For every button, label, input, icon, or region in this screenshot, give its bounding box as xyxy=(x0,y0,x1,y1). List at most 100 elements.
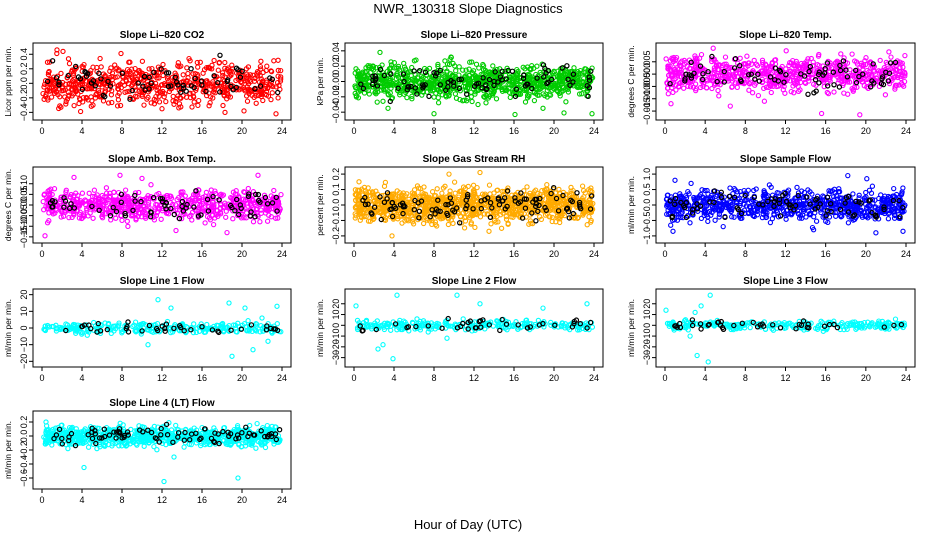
data-point xyxy=(58,70,64,77)
data-point xyxy=(191,99,197,105)
data-points xyxy=(40,172,284,239)
data-point xyxy=(722,54,729,60)
reference-point xyxy=(79,86,86,93)
reference-point xyxy=(228,83,234,90)
data-point xyxy=(435,100,442,106)
data-point xyxy=(783,66,789,72)
x-tick-label: 12 xyxy=(469,126,479,136)
data-point xyxy=(375,89,381,95)
reference-point xyxy=(158,66,164,72)
reference-point xyxy=(178,89,184,95)
data-point xyxy=(174,96,180,102)
reference-point xyxy=(199,82,205,88)
outlier-point xyxy=(241,108,247,114)
data-point xyxy=(44,59,51,65)
x-tick-label: 20 xyxy=(237,126,247,136)
reference-point xyxy=(203,88,209,95)
data-point xyxy=(114,65,120,71)
panel-title: Slope Gas Stream RH xyxy=(423,154,526,165)
data-point xyxy=(490,63,496,69)
data-point xyxy=(47,59,53,65)
reference-point xyxy=(83,69,89,76)
data-point xyxy=(102,88,108,94)
data-point xyxy=(469,59,475,65)
reference-point xyxy=(148,80,154,87)
data-point xyxy=(403,66,409,72)
reference-point xyxy=(252,86,258,92)
data-point xyxy=(56,105,62,112)
data-point xyxy=(206,103,212,109)
data-point xyxy=(169,74,176,81)
data-point xyxy=(219,70,226,76)
x-tick-label: 4 xyxy=(391,249,396,259)
x-tick-label: 0 xyxy=(39,249,44,259)
data-point xyxy=(116,82,122,88)
data-point xyxy=(665,91,671,97)
reference-point xyxy=(217,89,223,95)
data-point xyxy=(254,86,260,92)
data-point xyxy=(813,218,820,224)
data-point xyxy=(244,98,251,104)
reference-point xyxy=(92,83,99,89)
data-point xyxy=(737,55,743,61)
outlier-point xyxy=(727,103,733,109)
data-point xyxy=(409,93,415,99)
data-point xyxy=(79,190,86,196)
x-tick-label: 4 xyxy=(703,126,708,136)
data-point xyxy=(264,218,271,224)
data-point xyxy=(888,54,894,60)
data-point xyxy=(197,59,203,65)
data-point xyxy=(207,100,213,106)
y-axis-label: ml/min per min. xyxy=(626,176,636,234)
x-tick-label: 16 xyxy=(197,126,207,136)
reference-point xyxy=(509,68,516,75)
data-point xyxy=(250,219,257,225)
data-point xyxy=(128,83,135,89)
data-point xyxy=(356,73,363,80)
data-point xyxy=(244,78,251,85)
reference-point xyxy=(191,84,197,91)
data-point xyxy=(470,182,477,188)
data-point xyxy=(466,66,472,72)
data-point xyxy=(477,214,484,220)
outlier-point xyxy=(42,233,48,239)
x-tick-label: 12 xyxy=(780,249,790,259)
x-tick-label: 20 xyxy=(861,126,871,136)
data-point xyxy=(176,64,182,70)
data-point xyxy=(391,60,398,66)
data-point xyxy=(211,57,217,64)
outlier-point xyxy=(561,110,567,116)
reference-point xyxy=(173,79,180,85)
reference-point xyxy=(211,73,217,79)
reference-point xyxy=(127,96,133,102)
outlier-point xyxy=(886,49,892,55)
panel-title: Slope Li–820 Pressure xyxy=(421,30,528,41)
data-point xyxy=(755,92,762,99)
data-point xyxy=(70,70,77,76)
data-point xyxy=(263,92,270,98)
data-point xyxy=(363,68,369,75)
data-point xyxy=(734,84,740,91)
data-point xyxy=(127,77,133,83)
y-axis-label: percent per min. xyxy=(315,174,325,235)
data-point xyxy=(219,89,225,95)
data-point xyxy=(160,61,166,68)
data-point xyxy=(245,81,252,87)
data-point xyxy=(245,185,251,192)
data-point xyxy=(98,64,104,70)
y-axis-label: Licor ppm per min. xyxy=(3,46,13,116)
data-point xyxy=(200,89,206,95)
x-tick-label: 0 xyxy=(662,126,667,136)
reference-point xyxy=(188,65,194,72)
data-point xyxy=(156,99,163,105)
data-point xyxy=(716,93,722,99)
data-point xyxy=(831,89,837,95)
x-tick-label: 4 xyxy=(79,126,84,136)
y-tick-label: −0.2 xyxy=(19,89,29,107)
data-point xyxy=(42,81,48,88)
data-point xyxy=(401,60,407,67)
data-point xyxy=(63,101,69,107)
data-points xyxy=(352,169,596,239)
